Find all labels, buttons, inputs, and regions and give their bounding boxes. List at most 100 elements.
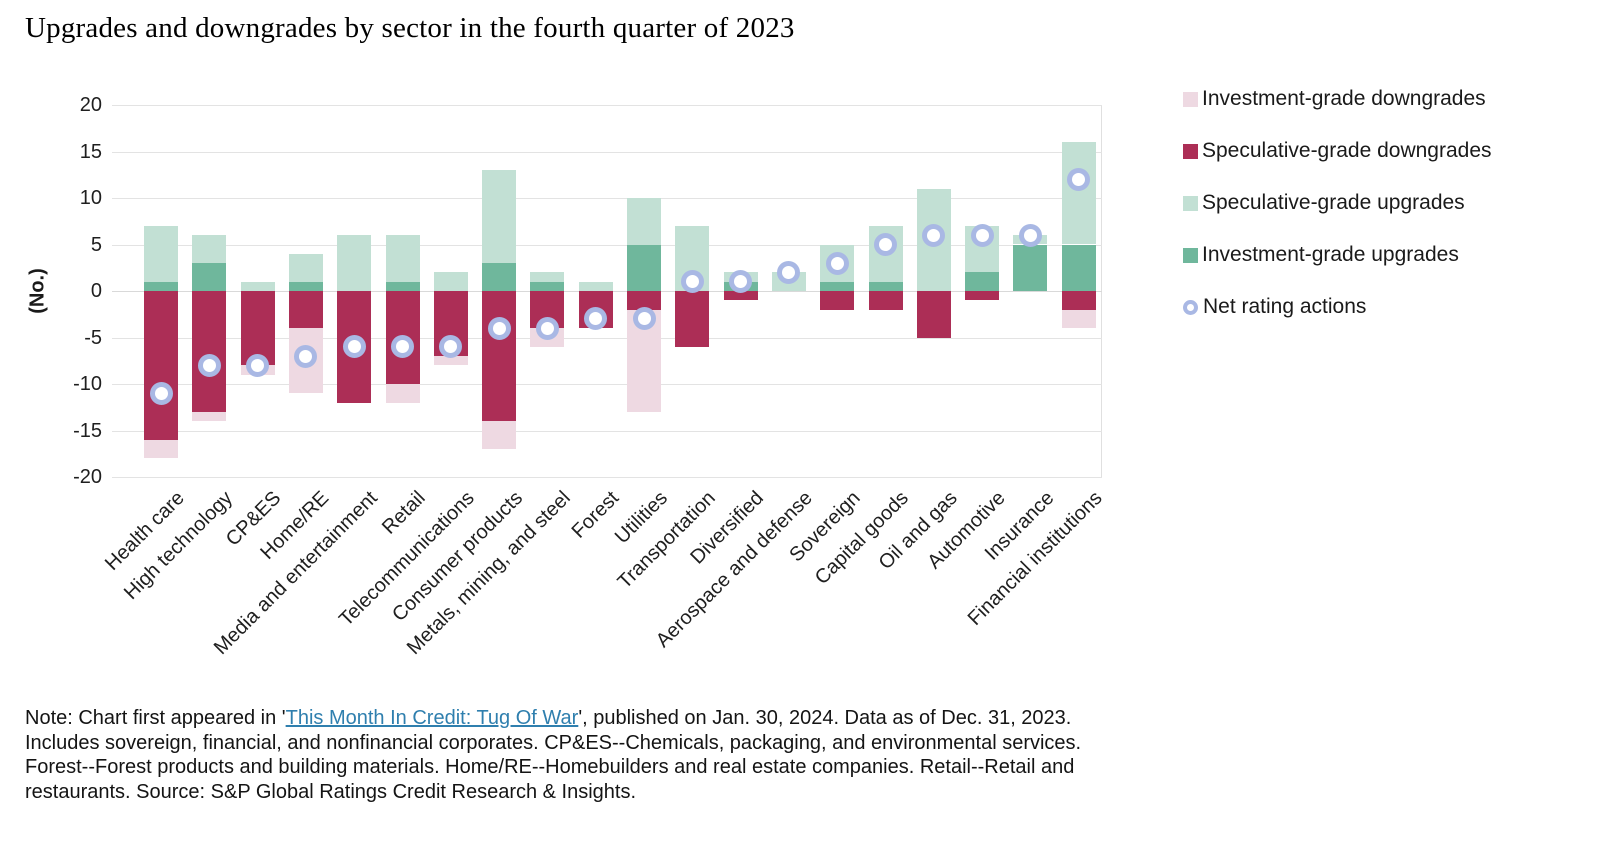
bar-segment-speculative-grade-downgrades [240,291,275,366]
bar-segment-speculative-grade-downgrades [916,291,951,338]
bar-segment-investment-grade-downgrades [192,411,227,422]
gridline [112,384,1102,385]
note-link[interactable]: This Month In Credit: Tug Of War [285,707,579,729]
y-tick-label: -10 [73,373,102,395]
net-rating-marker [632,307,656,331]
net-rating-marker [777,260,801,284]
gridline [112,244,1102,246]
gridline [112,430,1102,432]
legend-label: Net rating actions [1203,295,1367,318]
legend-label: Speculative-grade downgrades [1202,139,1492,162]
net-rating-marker [439,335,463,359]
net-rating-marker [1018,223,1042,247]
net-rating-marker [825,251,849,275]
bar-segment-speculative-grade-downgrades [723,291,758,301]
bar-segment-investment-grade-upgrades [1013,244,1048,291]
bar-segment-investment-grade-downgrades [144,439,178,459]
bar-segment-speculative-grade-downgrades [820,291,855,310]
bar-segment-speculative-grade-upgrades [192,235,227,264]
bar-segment-speculative-grade-downgrades [144,291,178,440]
bar-segment-speculative-grade-downgrades [965,291,1000,301]
note: Note: Chart first appeared in 'This Mont… [25,706,1120,804]
chart-title: Upgrades and downgrades by sector in the… [25,12,795,44]
bar-segment-speculative-grade-upgrades [433,272,468,291]
note-text-prefix: Note: Chart first appeared in ' [25,707,286,729]
bar-segment-speculative-grade-upgrades [482,170,517,264]
bar-segment-speculative-grade-downgrades [288,291,323,329]
bar-segment-investment-grade-upgrades [530,281,565,291]
bar-segment-speculative-grade-upgrades [530,272,565,282]
bar-segment-investment-grade-upgrades [482,263,517,291]
plot-area [112,105,1102,478]
bar-segment-speculative-grade-upgrades [288,253,323,282]
bar-segment-speculative-grade-downgrades [627,291,661,310]
bar-segment-investment-grade-upgrades [965,272,1000,291]
bar-segment-speculative-grade-downgrades [675,291,710,347]
net-rating-marker [246,353,270,377]
bar-segment-investment-grade-downgrades [385,384,420,403]
bar-segment-investment-grade-upgrades [288,281,323,291]
y-tick-label: 20 [79,94,102,116]
net-rating-marker [922,223,946,247]
legend-swatch-speculative-grade-upgrades [1183,195,1198,211]
y-axis-ticks: 20 15 10 5 0 -5 -10 -15 -20 [0,0,102,858]
net-rating-marker [294,344,318,368]
net-rating-marker [970,223,994,247]
bar-segment-speculative-grade-downgrades [192,291,227,412]
net-rating-marker [149,381,173,405]
legend-swatch-speculative-grade-downgrades [1183,143,1198,159]
net-rating-marker [342,335,366,359]
bar-segment-investment-grade-upgrades [1061,244,1096,291]
net-rating-marker [535,316,559,340]
bar-segment-speculative-grade-upgrades [144,225,178,282]
net-rating-marker [680,270,704,294]
net-rating-marker [874,233,897,256]
net-rating-marker [391,335,414,359]
gridline [112,477,1102,478]
bar-segment-investment-grade-upgrades [627,244,661,291]
bar-segment-investment-grade-upgrades [820,281,855,291]
legend-label: Speculative-grade upgrades [1202,191,1465,214]
y-tick-label: -20 [73,466,102,488]
net-rating-marker [197,353,221,377]
gridline [112,151,1102,153]
legend-item-speculative-grade-downgrades: Speculative-grade downgrades [1183,138,1492,164]
bar-segment-speculative-grade-upgrades [627,198,661,245]
bar-segment-investment-grade-upgrades [144,281,178,291]
note-text-suffix: ', published on Jan. 30, 2024. Data as o… [25,707,1082,803]
bar-segment-investment-grade-downgrades [1061,309,1096,329]
bar-segment-investment-grade-downgrades [433,356,468,366]
legend-item-net-rating-actions: Net rating actions [1183,294,1492,320]
bar-segment-speculative-grade-upgrades [578,281,613,291]
legend-label: Investment-grade upgrades [1202,243,1459,266]
y-tick-label: 5 [90,233,102,256]
legend-circle-marker-net-rating-actions [1183,299,1198,315]
gridline [112,105,1102,106]
y-tick-label: 0 [90,280,102,302]
net-rating-marker [729,270,753,294]
bar-segment-investment-grade-downgrades [482,421,517,450]
legend-swatch-investment-grade-upgrades [1183,247,1198,263]
bar-segment-speculative-grade-downgrades [482,291,517,422]
legend: Investment-grade downgrades Speculative-g… [1183,86,1492,346]
bar-segment-speculative-grade-downgrades [1061,291,1096,310]
bar-segment-speculative-grade-upgrades [1061,142,1096,245]
y-tick-label: -5 [84,326,102,349]
net-rating-marker [1067,167,1091,191]
bar-segment-speculative-grade-upgrades [240,281,275,291]
y-tick-label: -15 [73,419,102,442]
bar-segment-speculative-grade-downgrades [868,291,903,310]
gridline [112,337,1102,339]
bar-segment-speculative-grade-upgrades [337,235,372,291]
y-tick-label: 10 [79,187,102,209]
legend-item-investment-grade-upgrades: Investment-grade upgrades [1183,242,1492,268]
bar-segment-investment-grade-upgrades [385,281,420,291]
legend-item-speculative-grade-upgrades: Speculative-grade upgrades [1183,190,1492,216]
net-rating-marker [584,307,608,331]
bar-segment-investment-grade-upgrades [868,281,903,291]
net-rating-marker [487,316,511,340]
legend-item-investment-grade-downgrades: Investment-grade downgrades [1183,86,1492,112]
gridline [112,198,1102,199]
legend-label: Investment-grade downgrades [1202,87,1486,110]
